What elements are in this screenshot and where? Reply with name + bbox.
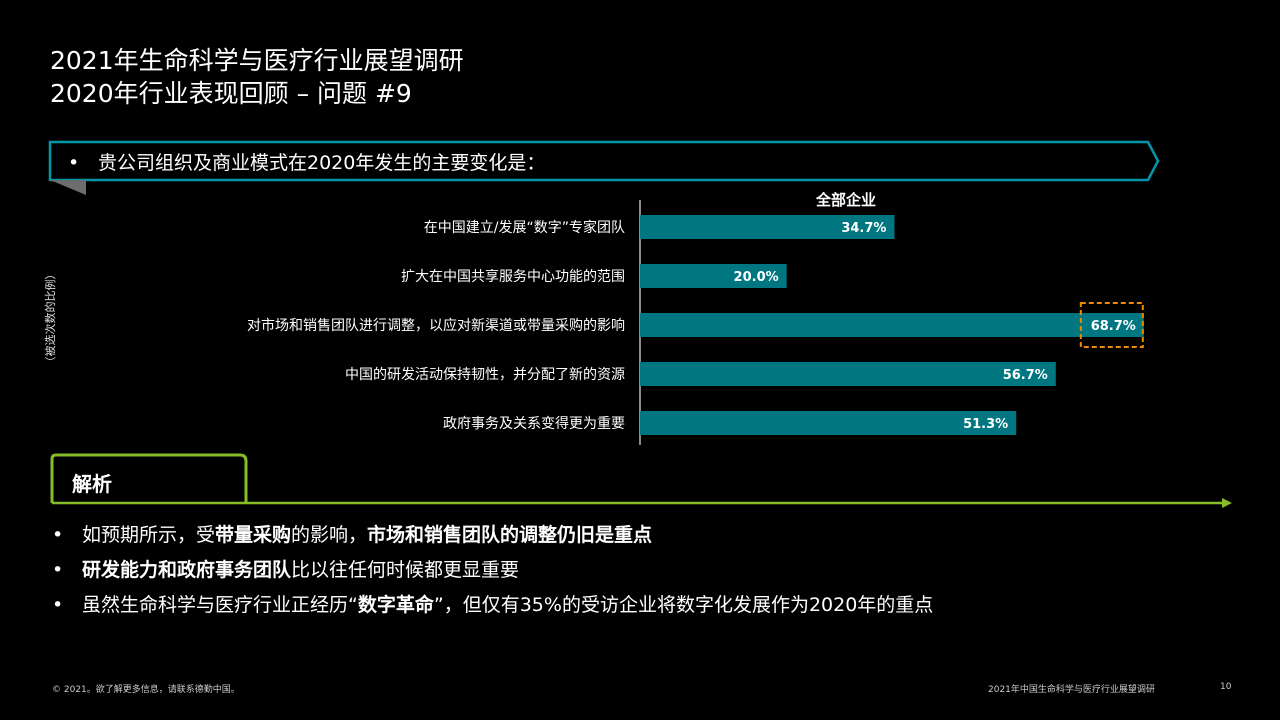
bar: [640, 264, 787, 288]
page-number: 10: [1220, 682, 1232, 692]
category-label: 中国的研发活动保持韧性，并分配了新的资源: [345, 367, 625, 383]
question-banner: [48, 140, 1162, 195]
series-label: 全部企业: [815, 191, 876, 209]
point-text: 如预期所示，受: [82, 524, 216, 546]
emphasis-text: 数字革命: [357, 594, 434, 616]
question-bullet: •: [68, 152, 80, 174]
bullet-marker: •: [52, 524, 64, 546]
category-label: 扩大在中国共享服务中心功能的范围: [401, 268, 625, 285]
point-text: 比以往任何时候都更显重要: [291, 559, 520, 581]
data-label: 51.3%: [963, 417, 1008, 432]
data-label: 20.0%: [734, 270, 779, 285]
title-line-1: 2021年生命科学与医疗行业展望调研: [50, 46, 464, 75]
title-line-2: 2020年行业表现回顾 – 问题 #9: [50, 79, 412, 108]
category-label: 在中国建立/发展“数字”专家团队: [424, 219, 625, 236]
page-title: 2021年生命科学与医疗行业展望调研 2020年行业表现回顾 – 问题 #9: [50, 44, 464, 110]
bar: [640, 362, 1056, 386]
analysis-points: • 如预期所示，受带量采购的影响，市场和销售团队的调整仍旧是重点 • 研发能力和政府事…: [52, 518, 933, 623]
data-label: 34.7%: [841, 221, 886, 236]
bar: [640, 215, 895, 239]
highlight-box: [1079, 302, 1144, 348]
emphasis-text: 市场和销售团队的调整仍旧是重点: [367, 524, 653, 546]
category-label: 对市场和销售团队进行调整，以应对新渠道或带量采购的影响: [247, 317, 625, 334]
analysis-heading: 解析: [72, 472, 112, 496]
analysis-point: • 虽然生命科学与医疗行业正经历“数字革命”，但仅有35%的受访企业将数字化发展作…: [52, 588, 933, 623]
question-line: • 贵公司组织及商业模式在2020年发生的主要变化是：: [68, 148, 545, 175]
analysis-point: • 如预期所示，受带量采购的影响，市场和销售团队的调整仍旧是重点: [52, 518, 933, 553]
data-label: 56.7%: [1003, 368, 1048, 383]
data-label: 68.7%: [1091, 319, 1136, 334]
point-text: ”，但仅有35%的受访企业将数字化发展作为2020年的重点: [433, 594, 934, 616]
question-text: 贵公司组织及商业模式在2020年发生的主要变化是：: [98, 152, 546, 174]
point-text: 的影响，: [291, 524, 368, 546]
bullet-marker: •: [52, 559, 64, 581]
question-banner-frame: [48, 140, 1160, 195]
footer-copyright: © 2021。欲了解更多信息，请联系德勤中国。: [52, 685, 240, 695]
analysis-point: • 研发能力和政府事务团队比以往任何时候都更显重要: [52, 553, 933, 588]
bullet-marker: •: [52, 594, 64, 616]
footer-report-title: 2021年中国生命科学与医疗行业展望调研: [988, 685, 1155, 695]
analysis-tab-frame: [50, 453, 1232, 508]
emphasis-text: 研发能力和政府事务团队: [82, 559, 292, 581]
category-label: 政府事务及关系变得更为重要: [443, 415, 625, 432]
bar: [640, 411, 1017, 435]
bar: [640, 313, 1144, 337]
point-text: 虽然生命科学与医疗行业正经历“: [82, 594, 358, 616]
emphasis-text: 带量采购: [215, 524, 292, 546]
